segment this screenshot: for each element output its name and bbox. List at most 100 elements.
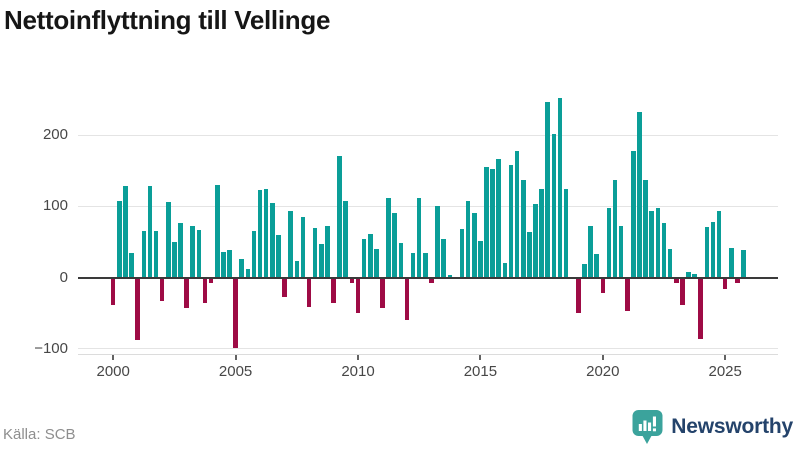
y-axis-label-0: 0	[59, 268, 68, 286]
bar-2004-Q1	[208, 278, 214, 284]
bar-2001-Q1	[135, 278, 140, 340]
bar-2022-Q2	[655, 208, 661, 278]
bar-2004-Q4	[227, 250, 232, 278]
y-axis-label-200: 200	[42, 126, 68, 144]
bar-2008-Q4	[325, 226, 330, 278]
bar-2016-Q3	[514, 150, 520, 278]
bar-2013-Q2	[435, 206, 440, 278]
gridline-200	[78, 134, 778, 136]
bar-2007-Q1	[282, 278, 287, 297]
bar-2004-Q3	[221, 251, 226, 278]
bar-2016-Q1	[502, 262, 508, 278]
bar-2012-Q1	[404, 278, 410, 320]
bar-2000-Q4	[129, 253, 134, 278]
x-axis-label-2010: 2010	[341, 363, 375, 380]
bar-2005-Q1	[233, 278, 238, 348]
bar-2025-Q3	[735, 278, 740, 284]
x-axis-label-2020: 2020	[586, 363, 620, 380]
x-tick-2005	[234, 354, 237, 360]
x-axis-label-2000: 2000	[96, 363, 130, 380]
bar-2017-Q1	[527, 231, 532, 278]
bar-2008-Q2	[312, 227, 318, 278]
bar-2012-Q4	[423, 252, 428, 278]
bar-2021-Q3	[637, 111, 642, 278]
bar-2018-Q1	[551, 133, 557, 278]
bar-2020-Q4	[618, 226, 624, 278]
bar-2009-Q1	[331, 278, 336, 303]
bar-2007-Q2	[288, 211, 293, 278]
bar-2011-Q4	[398, 242, 404, 278]
bar-2003-Q2	[190, 226, 196, 278]
bar-2015-Q3	[490, 169, 495, 278]
x-axis-label-2005: 2005	[218, 363, 253, 380]
bar-2023-Q4	[692, 273, 697, 278]
bar-2003-Q3	[196, 229, 202, 278]
bar-2024-Q1	[698, 278, 703, 340]
bar-2016-Q2	[508, 165, 514, 278]
bar-2004-Q2	[214, 184, 220, 278]
bar-2002-Q1	[159, 278, 165, 301]
bar-2003-Q1	[184, 278, 189, 309]
bar-2013-Q1	[429, 278, 434, 284]
bar-2017-Q2	[533, 204, 538, 278]
bar-2018-Q2	[557, 98, 563, 278]
bar-2025-Q4	[741, 250, 746, 278]
bar-2001-Q2	[141, 230, 147, 278]
bar-2019-Q2	[582, 263, 587, 278]
gridline--100	[78, 348, 778, 350]
bar-2007-Q3	[294, 261, 300, 278]
bar-2020-Q1	[600, 278, 606, 293]
bar-2019-Q1	[576, 278, 581, 313]
bar-2008-Q3	[318, 244, 324, 278]
bar-2007-Q4	[300, 216, 306, 278]
bar-2015-Q2	[484, 167, 489, 278]
bar-2020-Q3	[612, 179, 618, 278]
zero-axis-line	[78, 276, 778, 279]
x-tick-2025	[724, 354, 727, 360]
x-tick-2010	[357, 354, 359, 360]
bar-2011-Q1	[380, 278, 385, 309]
bar-2006-Q4	[276, 234, 281, 278]
gridline-100	[78, 205, 778, 207]
x-tick-2015	[479, 354, 482, 360]
bar-2014-Q4	[471, 213, 477, 278]
bar-2002-Q4	[178, 222, 183, 278]
bar-2009-Q3	[343, 201, 349, 278]
bar-2000-Q1	[110, 278, 116, 305]
bar-2008-Q1	[306, 278, 312, 307]
bar-2015-Q4	[496, 159, 502, 278]
bar-2015-Q1	[478, 241, 483, 278]
bar-2023-Q3	[686, 271, 691, 278]
bar-2011-Q3	[392, 213, 397, 278]
bar-2012-Q3	[416, 198, 422, 278]
bar-2002-Q3	[172, 241, 177, 278]
bar-2023-Q1	[673, 278, 679, 283]
bar-2005-Q4	[251, 231, 257, 278]
bar-2009-Q4	[349, 278, 355, 284]
bar-2006-Q3	[270, 203, 275, 278]
y-axis-label--100: −100	[34, 339, 68, 357]
bar-2002-Q2	[165, 202, 171, 278]
bar-2024-Q2	[704, 226, 710, 278]
bar-2001-Q3	[147, 186, 153, 278]
newsworthy-icon	[632, 408, 663, 445]
bar-2010-Q3	[367, 234, 373, 278]
bar-2000-Q3	[123, 186, 128, 278]
bar-2013-Q3	[441, 239, 446, 278]
bar-2025-Q1	[722, 278, 728, 290]
bar-2000-Q2	[117, 200, 122, 278]
newsworthy-wordmark: Newsworthy	[671, 414, 793, 438]
bar-2006-Q2	[263, 189, 269, 278]
bar-2006-Q1	[257, 189, 263, 278]
newsworthy-logo: Newsworthy	[632, 408, 793, 445]
bar-2010-Q2	[361, 239, 367, 278]
x-tick-2020	[601, 354, 604, 360]
chart-title: Nettoinflyttning till Vellinge	[4, 5, 331, 35]
bar-2014-Q3	[465, 200, 471, 278]
x-axis-label-2015: 2015	[463, 363, 498, 380]
bar-2016-Q4	[520, 179, 526, 278]
bar-2021-Q2	[631, 150, 636, 278]
bar-2022-Q1	[649, 210, 655, 278]
bar-2021-Q4	[643, 179, 648, 278]
